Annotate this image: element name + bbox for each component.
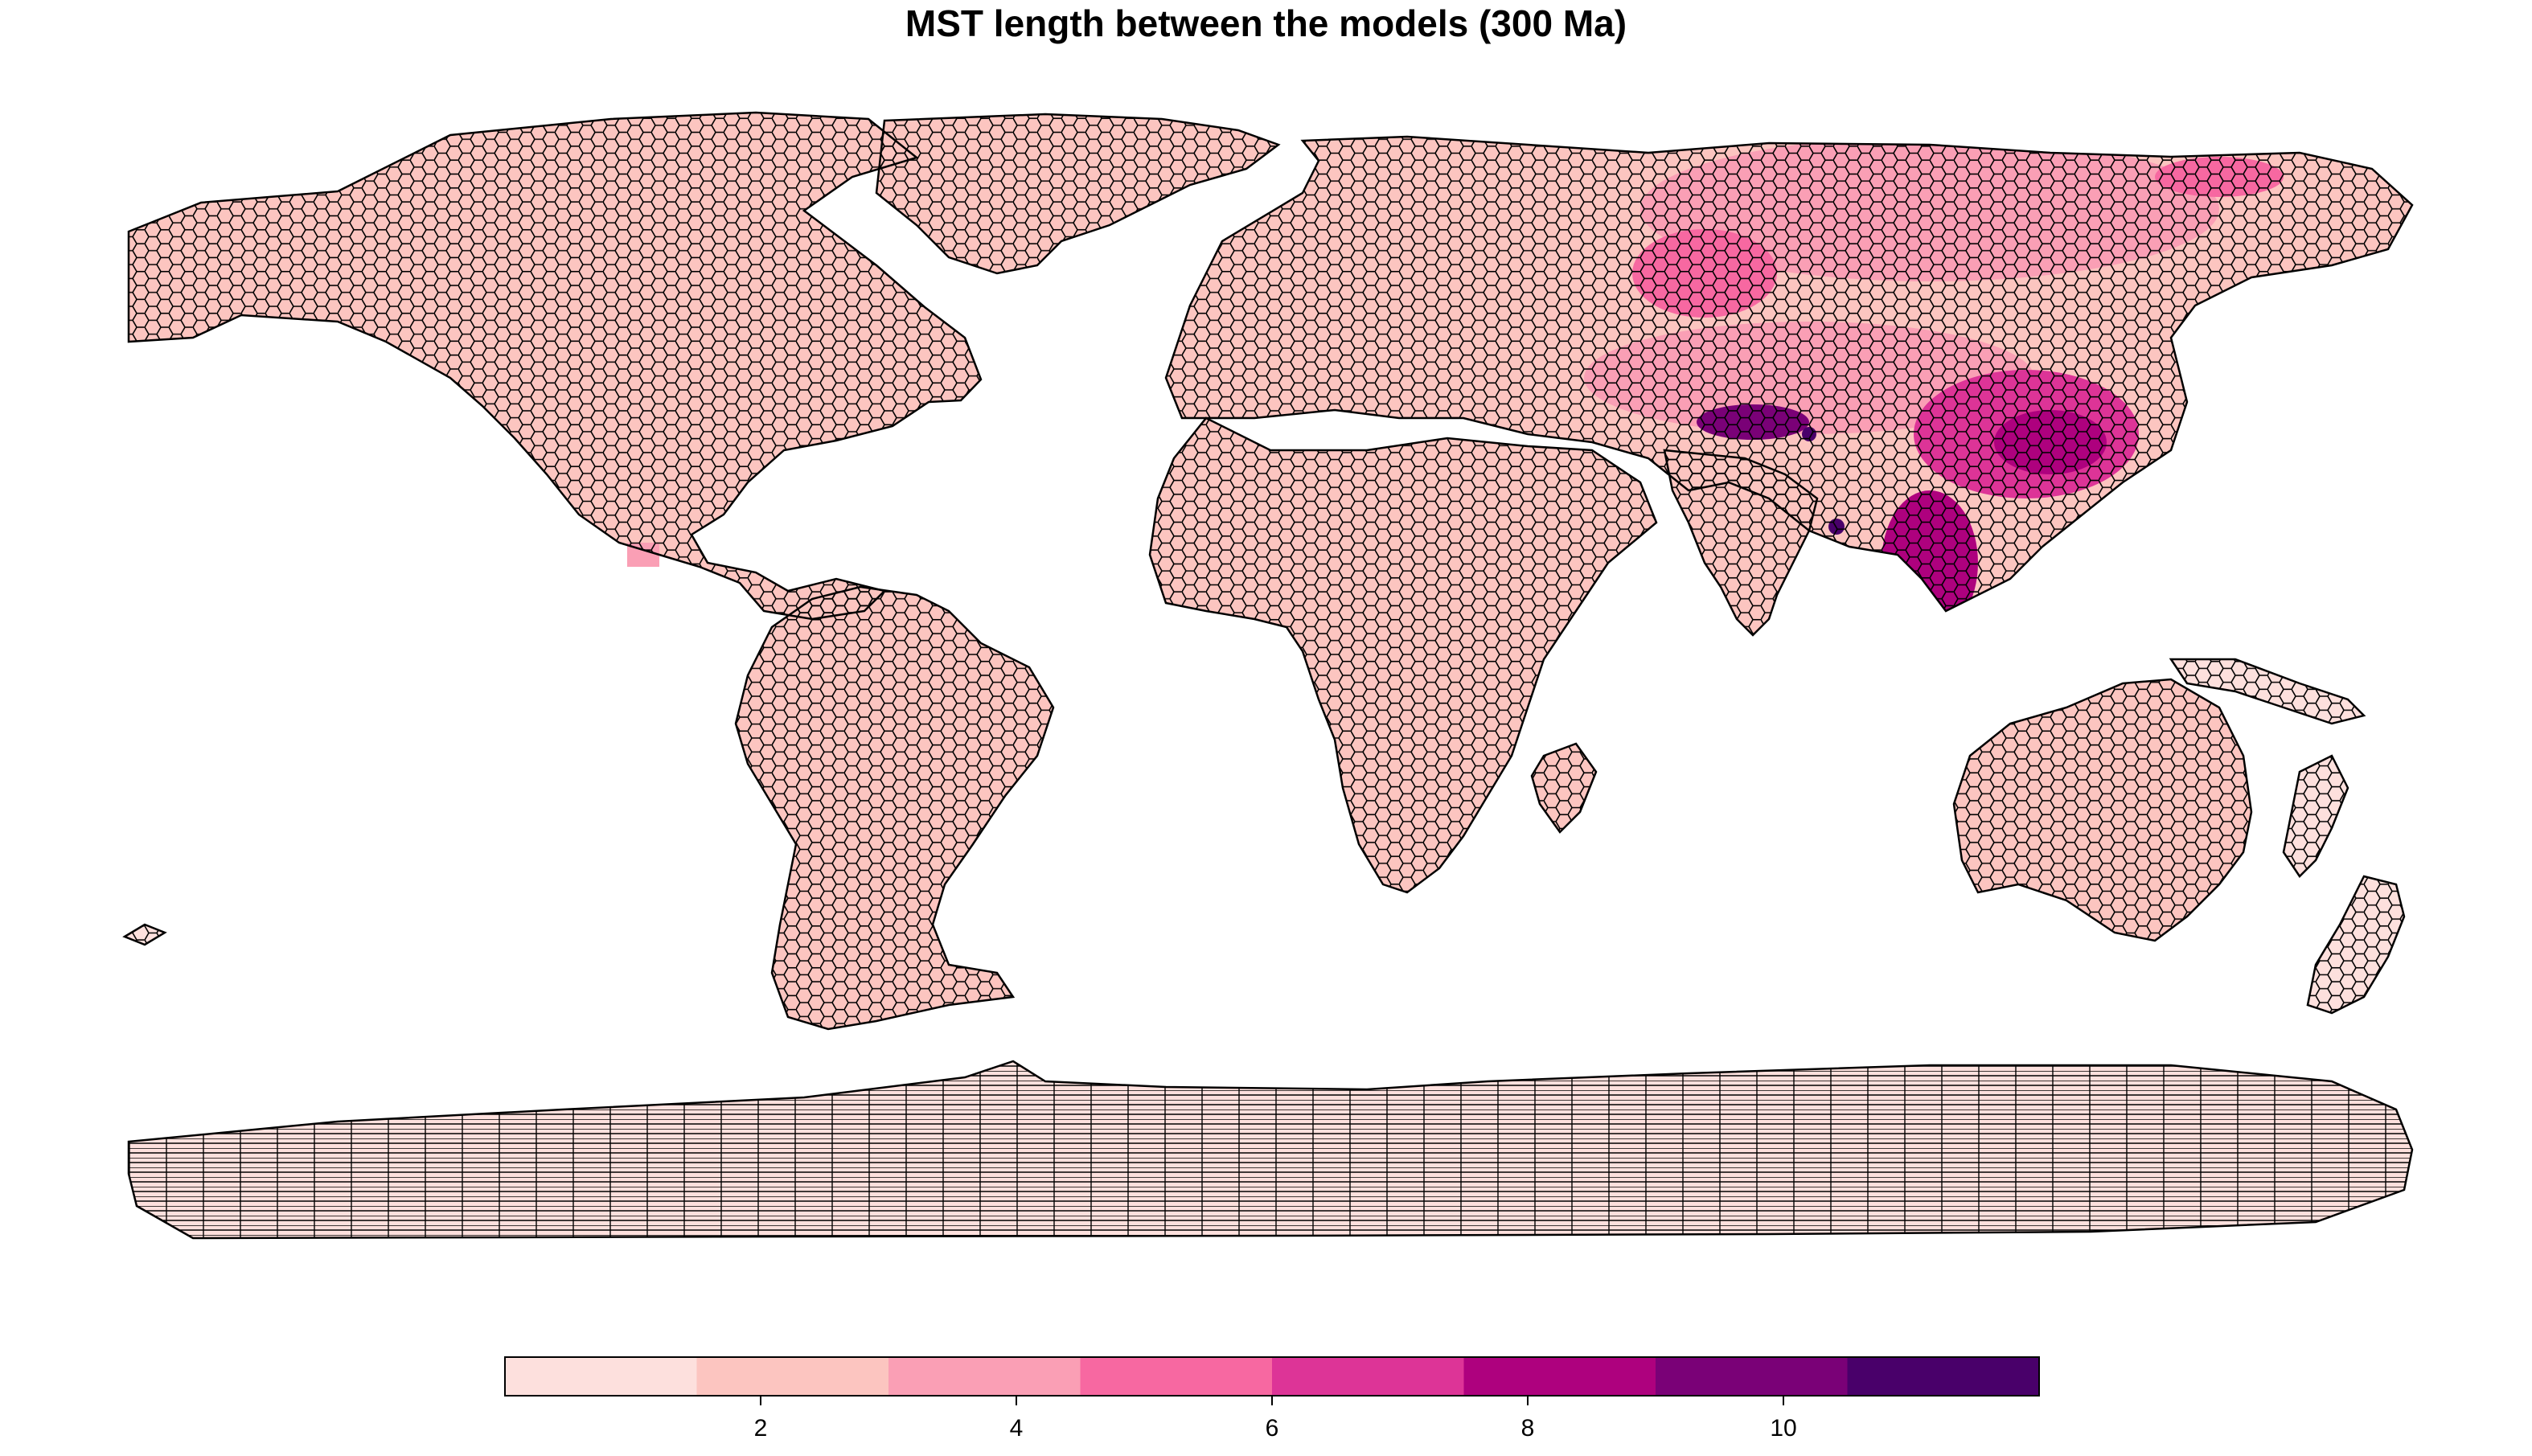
legend-tick-label: 10	[1770, 1415, 1796, 1442]
legend-swatch	[1272, 1357, 1464, 1396]
legend-swatch	[1463, 1357, 1656, 1396]
legend-swatches	[505, 1357, 2039, 1396]
cell-grid	[125, 113, 2412, 1238]
legend-swatch	[888, 1357, 1081, 1396]
color-legend: 2 4 6 8 10	[504, 1356, 2040, 1442]
legend-swatch	[1847, 1357, 2039, 1396]
legend-ticks: 2 4 6 8 10	[754, 1396, 1797, 1442]
legend-swatch	[1656, 1357, 1848, 1396]
legend-tick-label: 8	[1521, 1415, 1535, 1442]
legend-tick-label: 6	[1266, 1415, 1279, 1442]
legend-swatch	[505, 1357, 697, 1396]
map-title: MST length between the models (300 Ma)	[905, 2, 1627, 44]
legend-tick-label: 2	[754, 1415, 768, 1442]
legend-swatch	[1080, 1357, 1272, 1396]
legend-tick-label: 4	[1010, 1415, 1024, 1442]
legend-swatch	[696, 1357, 888, 1396]
